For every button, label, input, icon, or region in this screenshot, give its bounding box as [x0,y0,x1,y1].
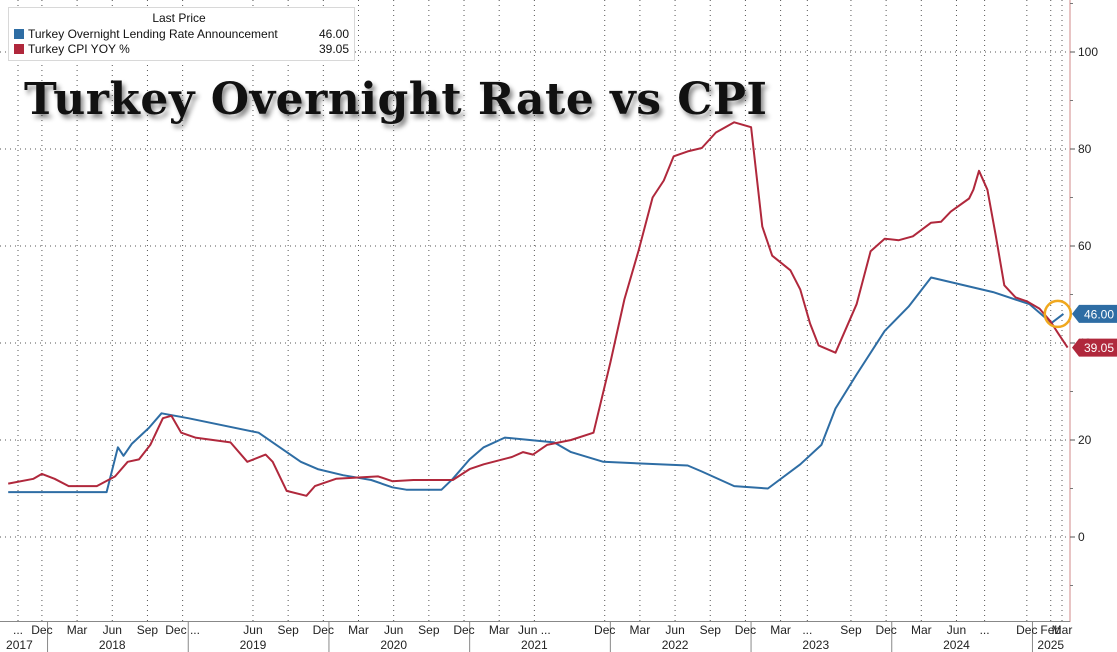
y-tick-label: 0 [1078,530,1085,544]
x-month-label: Sep [700,623,722,637]
x-axis-ticks: ... Dec Mar Jun Sep Dec ... Jun Sep Dec Mar Jun Sep… [6,623,1072,652]
y-tick-label: 100 [1078,45,1098,59]
x-month-label: Dec [313,623,334,637]
x-month-label: Dec [875,623,896,637]
y-tick-label: 20 [1078,433,1092,447]
x-year-label: 2017 [6,638,33,652]
legend-value-rate: 46.00 [318,27,349,41]
legend-name-rate: Turkey Overnight Lending Rate Announceme… [28,27,278,41]
legend-entry-rate: Turkey Overnight Lending Rate Announceme… [14,27,349,42]
x-month-label: Jun [665,623,684,637]
series-lines [8,121,1069,497]
end-label-bg [1072,304,1117,323]
x-month-label: Dec [31,623,52,637]
x-month-label: Mar [67,623,88,637]
x-month-label: Jun [103,623,122,637]
end-label-cpi: 39.05 [1072,338,1117,357]
x-year-label: 2021 [521,638,548,652]
x-month-label: Jun [243,623,262,637]
x-month-label: ... [13,623,23,637]
x-year-label: 2018 [99,638,126,652]
x-year-label: 2023 [802,638,829,652]
x-month-label: Mar [1052,623,1073,637]
legend-swatch-cpi [14,44,24,54]
legend-header: Last Price [152,11,206,25]
legend-value-cpi: 39.05 [318,42,349,56]
legend-swatch-rate [14,29,24,39]
gridlines [0,0,1070,622]
x-month-label: Dec [735,623,756,637]
y-axis-ticks: 020406080100 [1070,3,1098,586]
series-line-cpi [8,121,1069,497]
x-month-label: Jun [947,623,966,637]
x-month-label: Dec [594,623,615,637]
legend-entry-cpi: Turkey CPI YOY % 39.05 [14,42,349,57]
end-label-rate: 46.00 [1072,304,1117,323]
end-label-text: 39.05 [1084,341,1114,355]
x-month-label: Sep [277,623,299,637]
x-month-label: Jun [384,623,403,637]
x-month-label: Mar [489,623,510,637]
x-month-label: ... [980,623,990,637]
end-label-text: 46.00 [1084,307,1114,321]
chart-title: Turkey Overnight Rate vs CPI [24,74,768,125]
x-year-label: 2024 [943,638,970,652]
x-month-label: Dec [1016,623,1037,637]
x-month-label: Sep [137,623,159,637]
y-tick-label: 80 [1078,142,1092,156]
end-label-bg [1072,338,1117,357]
x-month-label: Mar [348,623,369,637]
x-month-label: Sep [418,623,440,637]
x-year-label: 2025 [1037,638,1064,652]
x-year-label: 2022 [662,638,689,652]
x-month-label: Jun ... [518,623,551,637]
x-month-label: Mar [770,623,791,637]
x-month-label: Sep [840,623,862,637]
x-year-label: 2019 [240,638,267,652]
x-month-label: Mar [911,623,932,637]
highlight-circle [1043,299,1073,329]
markers: 46.00 39.05 [1043,299,1117,357]
legend: Last Price Turkey Overnight Lending Rate… [8,7,355,61]
x-month-label: ... [802,623,812,637]
x-month-label: Dec ... [165,623,200,637]
year-dividers [47,622,1033,652]
x-month-label: Feb [1040,623,1061,637]
x-year-label: 2020 [380,638,407,652]
series-line-rate [8,276,1065,494]
x-month-label: Mar [630,623,651,637]
legend-name-cpi: Turkey CPI YOY % [28,42,130,56]
x-month-label: Dec [453,623,474,637]
y-tick-label: 60 [1078,239,1092,253]
